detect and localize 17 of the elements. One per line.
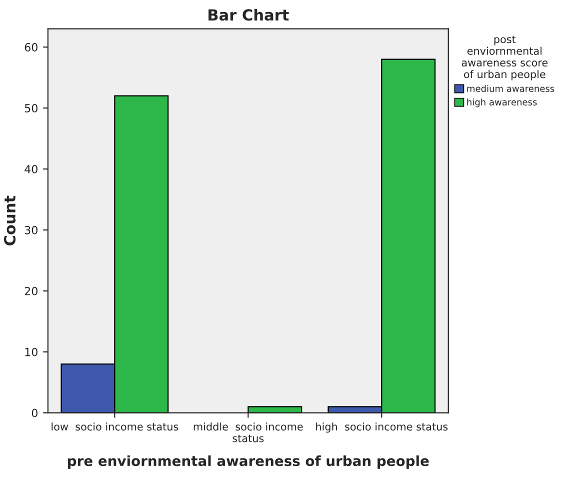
legend-title: post enviornmental awareness score of urban people — [462, 36, 548, 80]
y-tick-label: 60 — [24, 43, 38, 52]
x-tick-label: low socio income status — [52, 422, 178, 431]
legend-label: medium awareness — [467, 84, 554, 92]
x-tick-label: high socio income status — [316, 422, 448, 433]
y-tick-label: 20 — [24, 286, 38, 296]
x-axis-title: pre enviornmental awareness of urban people — [68, 455, 429, 469]
y-tick-label: 50 — [24, 104, 38, 112]
legend-label: high awareness — [467, 98, 537, 108]
y-tick-label: 10 — [25, 348, 38, 356]
y-tick-label: 40 — [24, 164, 38, 174]
y-axis-title: Count — [4, 196, 16, 246]
chart-title: Bar Chart — [208, 8, 289, 21]
y-tick-label: 0 — [32, 408, 38, 418]
x-tick-label: middle socio income status — [194, 422, 303, 442]
bar — [248, 406, 302, 413]
y-tick-label: 30 — [24, 226, 38, 234]
